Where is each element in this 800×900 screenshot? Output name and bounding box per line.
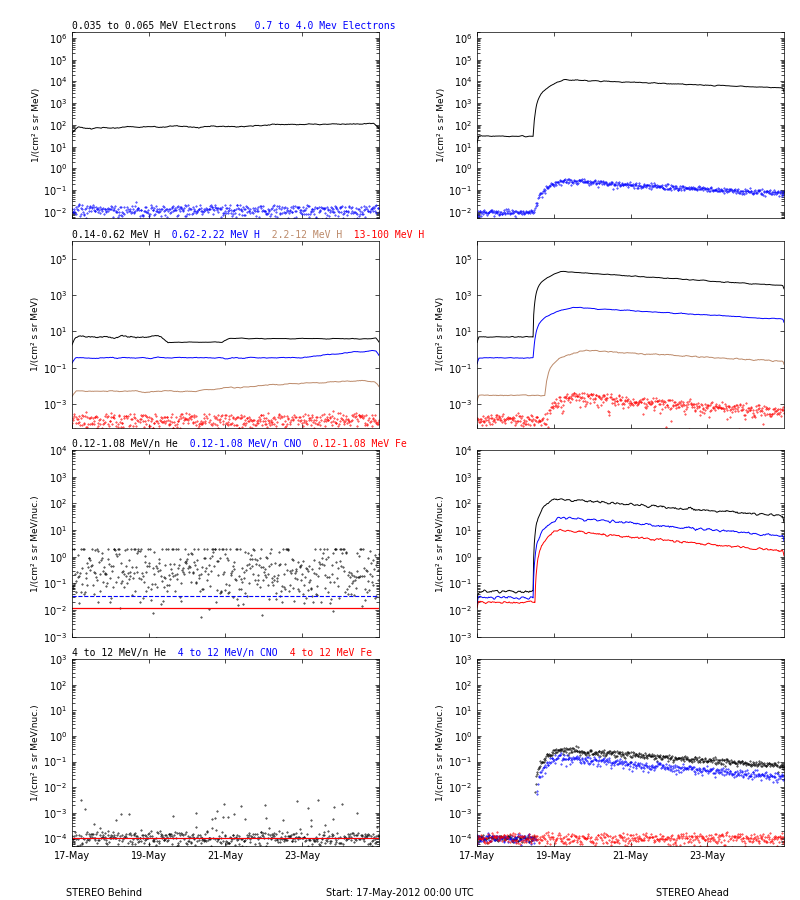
Text: 2.2-12 MeV H: 2.2-12 MeV H (260, 230, 342, 239)
Y-axis label: 1/(cm² s sr MeV/nuc.): 1/(cm² s sr MeV/nuc.) (31, 495, 40, 591)
Text: 0.7 to 4.0 Mev Electrons: 0.7 to 4.0 Mev Electrons (237, 21, 395, 31)
Text: 4 to 12 MeV/n He: 4 to 12 MeV/n He (72, 648, 166, 658)
Y-axis label: 1/(cm² s sr MeV/nuc.): 1/(cm² s sr MeV/nuc.) (31, 705, 40, 801)
Y-axis label: 1/(cm² s sr MeV): 1/(cm² s sr MeV) (31, 297, 40, 372)
Text: STEREO Ahead: STEREO Ahead (655, 887, 729, 897)
Y-axis label: 1/(cm² s sr MeV): 1/(cm² s sr MeV) (437, 88, 446, 162)
Text: 4 to 12 MeV/n CNO: 4 to 12 MeV/n CNO (166, 648, 278, 658)
Y-axis label: 1/(cm² s sr MeV): 1/(cm² s sr MeV) (31, 88, 41, 162)
Text: 0.12-1.08 MeV/n CNO: 0.12-1.08 MeV/n CNO (178, 439, 301, 449)
Text: STEREO Behind: STEREO Behind (66, 887, 142, 897)
Text: Start: 17-May-2012 00:00 UTC: Start: 17-May-2012 00:00 UTC (326, 887, 474, 897)
Text: 0.62-2.22 MeV H: 0.62-2.22 MeV H (160, 230, 260, 239)
Text: 0.12-1.08 MeV/n He: 0.12-1.08 MeV/n He (72, 439, 178, 449)
Y-axis label: 1/(cm² s sr MeV/nuc.): 1/(cm² s sr MeV/nuc.) (437, 495, 446, 591)
Text: 4 to 12 MeV Fe: 4 to 12 MeV Fe (278, 648, 372, 658)
Text: 0.14-0.62 MeV H: 0.14-0.62 MeV H (72, 230, 160, 239)
Text: 0.035 to 0.065 MeV Electrons: 0.035 to 0.065 MeV Electrons (72, 21, 237, 31)
Y-axis label: 1/(cm² s sr MeV): 1/(cm² s sr MeV) (437, 297, 446, 372)
Y-axis label: 1/(cm² s sr MeV/nuc.): 1/(cm² s sr MeV/nuc.) (436, 705, 446, 801)
Text: 13-100 MeV H: 13-100 MeV H (342, 230, 425, 239)
Text: 0.12-1.08 MeV Fe: 0.12-1.08 MeV Fe (301, 439, 407, 449)
